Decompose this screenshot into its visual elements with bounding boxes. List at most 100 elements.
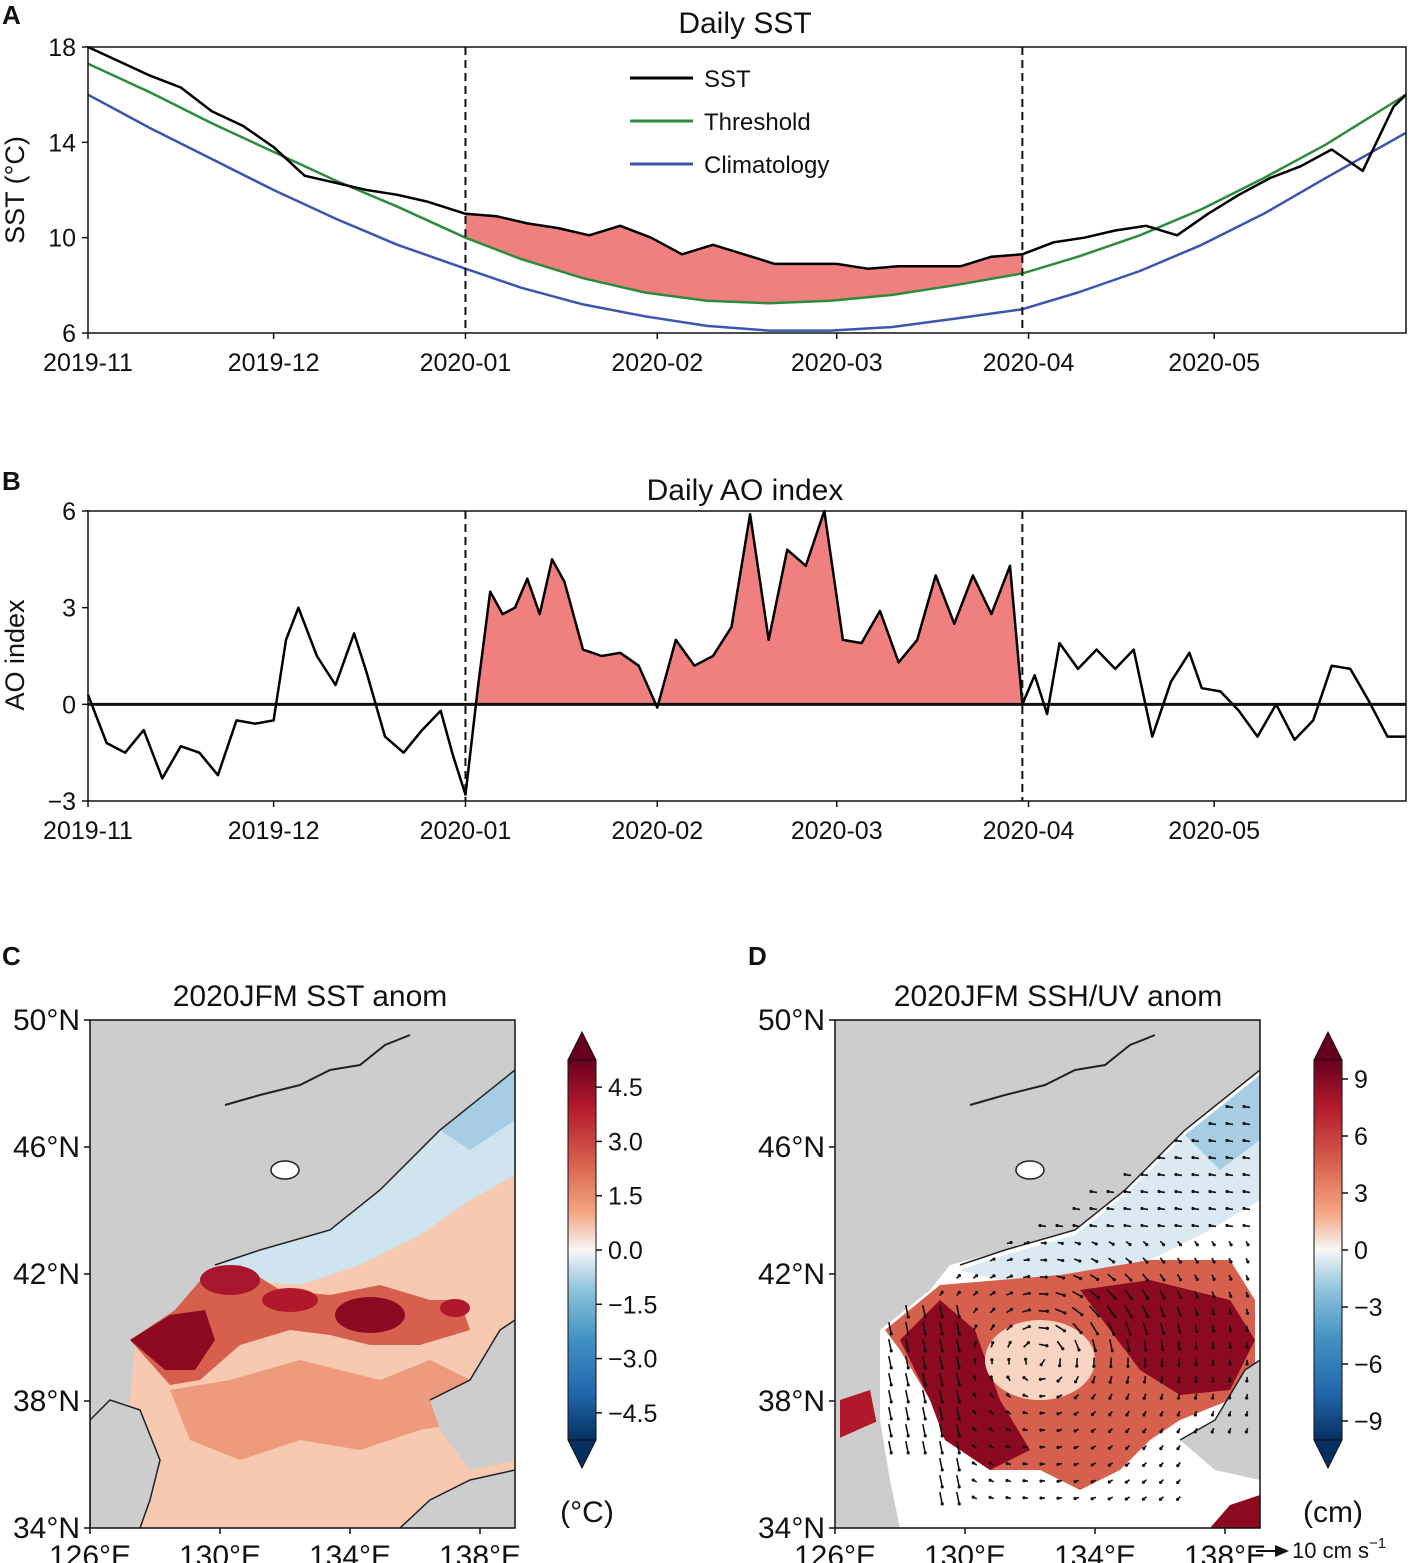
colorbar-tick-label: 1.5 <box>608 1183 643 1211</box>
velocity-vector <box>955 1389 961 1403</box>
lat-tick-label: 34°N <box>758 1512 825 1545</box>
shaded-event-area <box>465 511 1023 705</box>
legend-label: SST <box>704 66 751 93</box>
x-tick-label: 2019-12 <box>228 349 320 377</box>
velocity-vector <box>938 1389 944 1403</box>
y-tick-label: 10 <box>48 225 76 253</box>
velocity-vector <box>1142 1322 1148 1334</box>
colorbar-extend-max <box>1313 1030 1343 1061</box>
velocity-vector <box>938 1406 944 1420</box>
y-axis-label: AO index <box>0 599 30 711</box>
velocity-vector <box>1124 1304 1132 1318</box>
series-line-sst <box>87 45 1407 270</box>
velocity-vector <box>921 1440 927 1454</box>
velocity-vector <box>904 1389 910 1403</box>
velocity-vector <box>955 1457 961 1471</box>
x-tick-label: 2020-02 <box>611 817 703 845</box>
lon-tick-label: 138°E <box>439 1540 521 1563</box>
cool-anomaly-area <box>215 1070 515 1285</box>
lat-tick-label: 38°N <box>13 1385 80 1418</box>
y-tick-label: 18 <box>48 34 76 62</box>
velocity-vector <box>955 1423 961 1437</box>
x-tick-label: 2020-01 <box>420 817 512 845</box>
velocity-vector <box>904 1372 910 1386</box>
velocity-vector <box>955 1304 961 1318</box>
negative-anomaly-area <box>960 1075 1260 1280</box>
chart-title: Daily SST <box>678 7 811 40</box>
velocity-vector <box>887 1321 893 1335</box>
colorbar-tick-label: 3.0 <box>608 1128 643 1156</box>
velocity-vector <box>1126 1339 1130 1351</box>
chart-title: Daily AO index <box>647 474 844 507</box>
y-tick-label: 6 <box>62 320 76 348</box>
velocity-vector <box>887 1406 893 1420</box>
y-tick-label: 3 <box>62 595 76 623</box>
warm-anomaly-band <box>130 1265 470 1385</box>
legend-label: Climatology <box>704 152 829 179</box>
lat-tick-label: 46°N <box>758 1131 825 1164</box>
colorbar-ramp <box>567 1059 597 1441</box>
velocity-vector <box>1123 1289 1133 1299</box>
colorbar: 4.5 3.0 1.5 0.0 −1.5 −3.0 −4.5 (°C) <box>560 1030 657 1529</box>
velocity-vector <box>938 1304 944 1318</box>
velocity-vector <box>955 1338 961 1352</box>
velocity-vector <box>938 1457 944 1471</box>
x-tick-label: 2020-05 <box>1168 349 1260 377</box>
lon-tick-label: 134°E <box>1054 1540 1136 1563</box>
velocity-vector <box>1107 1321 1115 1335</box>
lon-tick-label: 126°E <box>794 1540 876 1563</box>
colorbar: 9 6 3 0 −3 −6 −9 (cm) <box>1303 1030 1383 1529</box>
velocity-vector <box>955 1372 961 1386</box>
velocity-vector <box>955 1406 961 1420</box>
velocity-vector <box>921 1304 927 1318</box>
velocity-vector <box>921 1355 927 1369</box>
series-line-climatology <box>87 93 1407 332</box>
velocity-vector <box>938 1338 944 1352</box>
lat-tick-label: 42°N <box>758 1258 825 1291</box>
lat-tick-label: 38°N <box>758 1385 825 1418</box>
velocity-vector <box>921 1389 927 1403</box>
velocity-vector <box>1143 1339 1147 1351</box>
colorbar-tick-label: 9 <box>1354 1066 1368 1094</box>
colorbar-tick-label: 3 <box>1354 1180 1368 1208</box>
velocity-vector <box>1106 1304 1116 1318</box>
x-tick-label: 2020-02 <box>611 349 703 377</box>
velocity-vector <box>887 1423 893 1437</box>
x-tick-label: 2020-04 <box>983 817 1075 845</box>
velocity-vector <box>938 1491 944 1505</box>
panel-d-label: D <box>748 941 767 971</box>
coastline <box>959 1069 1260 1266</box>
colorbar-tick-label: 0 <box>1354 1237 1368 1265</box>
map-title: 2020JFM SSH/UV anom <box>894 980 1222 1013</box>
velocity-vector <box>938 1423 944 1437</box>
panel-c-sst-anomaly-map: C 2020JFM SST anom <box>2 941 657 1563</box>
lat-tick-label: 50°N <box>13 1004 80 1037</box>
colorbar-tick-label: −6 <box>1354 1351 1383 1379</box>
lon-tick-label: 126°E <box>49 1540 131 1563</box>
plot-frame <box>87 510 1407 802</box>
velocity-vector <box>921 1321 927 1335</box>
panel-c-label: C <box>2 941 21 971</box>
colorbar-tick-label: 0.0 <box>608 1237 643 1265</box>
velocity-vector <box>938 1321 944 1335</box>
map-title: 2020JFM SST anom <box>173 980 448 1013</box>
colorbar-tick-label: −9 <box>1354 1408 1383 1436</box>
velocity-vector <box>955 1440 961 1454</box>
y-tick-label: −3 <box>47 788 76 816</box>
lat-tick-label: 34°N <box>13 1512 80 1545</box>
panel-a-label: A <box>2 0 21 30</box>
velocity-vector <box>1074 1339 1080 1351</box>
panel-d-ssh-uv-anomaly-map: D 2020JFM SSH/UV anom 50°N 46°N 42°N 38°N 34… <box>748 941 1386 1563</box>
velocity-vector <box>887 1440 893 1454</box>
colorbar-unit-label: (cm) <box>1303 1496 1363 1529</box>
velocity-vector <box>1088 1305 1100 1317</box>
y-tick-label: 0 <box>62 691 76 719</box>
lon-tick-label: 134°E <box>309 1540 391 1563</box>
velocity-vector <box>904 1355 910 1369</box>
lat-tick-label: 46°N <box>13 1131 80 1164</box>
x-tick-label: 2020-01 <box>420 349 512 377</box>
x-tick-label: 2020-03 <box>791 817 883 845</box>
velocity-vector <box>955 1321 961 1335</box>
velocity-vector <box>1071 1306 1083 1316</box>
velocity-vector <box>921 1406 927 1420</box>
